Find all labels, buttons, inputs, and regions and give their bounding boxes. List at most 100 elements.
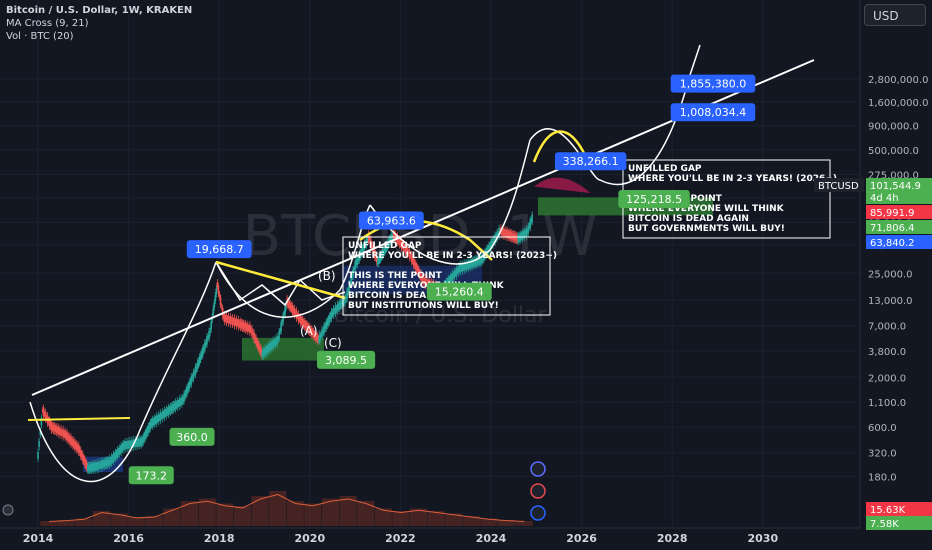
candle-body — [324, 325, 326, 330]
candle-body — [506, 229, 508, 238]
candle-body — [266, 345, 268, 354]
candle-body — [295, 310, 298, 319]
annotation-line: BUT INSTITUTIONS WILL BUY! — [348, 301, 499, 311]
candle-body — [347, 290, 349, 293]
candle-body — [243, 324, 246, 329]
price-labels[interactable]: 1,855,380.0 1,008,034.4 338,266.1 125,218.5… — [128, 74, 756, 485]
candle-body — [397, 238, 400, 243]
candle-body — [58, 426, 60, 436]
candle-body — [337, 304, 340, 309]
candle-body — [453, 270, 456, 279]
ma-cross-indicator[interactable]: MA Cross (9, 21) — [6, 18, 89, 29]
candle-body — [37, 451, 39, 459]
candle-body — [468, 263, 470, 267]
candle-body — [105, 459, 108, 466]
candle-body — [69, 438, 71, 442]
annotation-line: WHERE EVERYONE WILL THINK — [628, 204, 785, 214]
candle-body — [236, 322, 239, 324]
candle-body — [130, 440, 132, 448]
candle-body — [49, 423, 52, 427]
wave-label: (B) — [318, 269, 336, 283]
candle-body — [63, 432, 65, 435]
candle-body — [450, 277, 453, 280]
candle-body — [209, 330, 211, 334]
candle-body — [62, 428, 64, 438]
candle-body — [311, 328, 313, 336]
volume-indicator[interactable]: Vol · BTC (20) — [6, 31, 74, 42]
currency-button[interactable]: USD — [864, 4, 926, 26]
candle-body — [413, 262, 416, 266]
candle-body — [147, 426, 150, 433]
candle-body — [195, 366, 198, 370]
event-icons[interactable] — [2, 461, 546, 521]
candle-body — [316, 336, 318, 339]
axis-tag-bg — [866, 220, 932, 234]
candle-body — [249, 324, 251, 334]
candle-body — [326, 320, 329, 327]
x-tick-label: 2026 — [566, 532, 597, 545]
volume-bar — [181, 501, 199, 526]
candle-body — [142, 436, 144, 443]
candle-body — [77, 444, 80, 454]
annotation-line: THIS IS THE POINT — [348, 271, 443, 281]
candle-body — [455, 267, 458, 277]
candle-body — [220, 306, 223, 308]
candle-body — [155, 415, 158, 425]
candle-body — [64, 430, 66, 438]
axis-tag-text: BTCUSD — [818, 181, 859, 192]
candle-body — [399, 241, 402, 245]
candle-body — [275, 340, 277, 342]
candle-body — [90, 465, 92, 470]
candle-body — [134, 439, 136, 447]
candle-body — [100, 463, 102, 466]
y-tick-label: 600.0 — [868, 423, 897, 434]
candle-body — [497, 233, 499, 235]
candle-body — [106, 459, 109, 466]
top-zone-2025 — [534, 177, 591, 194]
axis-tag-bg — [866, 502, 932, 516]
candle-body — [261, 352, 264, 357]
candle-body — [335, 307, 338, 310]
candle-body — [222, 316, 225, 319]
candle-body — [68, 434, 70, 443]
candle-body — [407, 252, 410, 254]
candle-body — [125, 443, 127, 447]
candle-body — [473, 259, 475, 267]
candle-body — [140, 437, 142, 446]
projection-curve — [529, 44, 701, 186]
candle-body — [508, 231, 510, 239]
annotation-line: UNFILLED GAP — [628, 164, 702, 174]
cup-2019-curve — [215, 204, 371, 318]
candle-body — [465, 262, 467, 270]
annotation-line: WHERE EVERYONE WILL THINK — [348, 281, 505, 291]
candle-body — [156, 418, 159, 420]
candle-body — [151, 418, 154, 427]
candle-body — [179, 398, 181, 407]
candle-body — [86, 462, 88, 470]
candle-body — [303, 320, 306, 329]
candle-body — [459, 263, 462, 273]
axis-tag-bg — [866, 205, 932, 219]
candle-body — [503, 231, 505, 234]
candle-body — [348, 283, 350, 292]
candle-body — [118, 447, 121, 455]
volume-bar — [409, 508, 428, 526]
candle-body — [341, 300, 343, 306]
candle-body — [76, 446, 79, 450]
candle-body — [492, 238, 494, 246]
candle-body — [368, 239, 371, 241]
candle-body — [199, 354, 202, 360]
axis-tag-text: 85,991.9 — [870, 208, 915, 219]
candle-body — [518, 235, 520, 241]
candle-body — [299, 316, 302, 325]
flash-icon — [530, 483, 546, 499]
symbol-title[interactable]: Bitcoin / U.S. Dollar, 1W, KRAKEN — [6, 5, 193, 16]
candle-body — [141, 439, 143, 444]
candle-body — [322, 330, 324, 333]
candle-body — [366, 239, 369, 241]
y-tick-label: 275,000.0 — [868, 171, 919, 182]
candle-body — [483, 253, 485, 260]
